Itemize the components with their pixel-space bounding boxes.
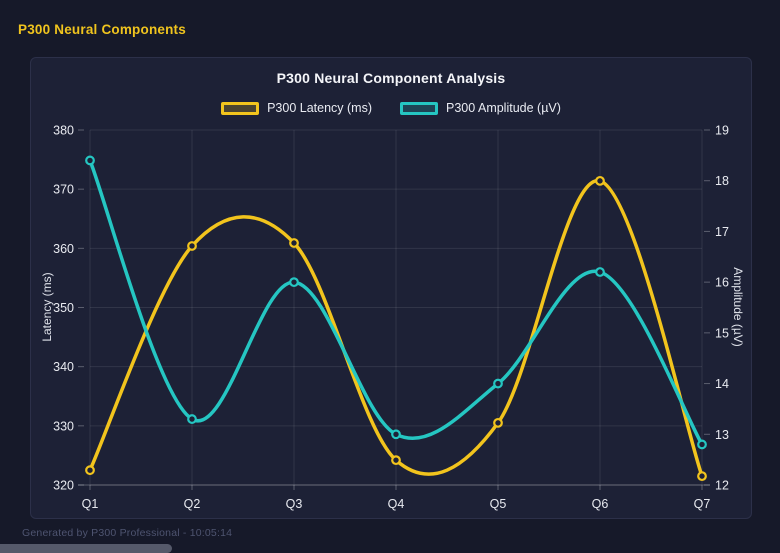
- right-axis-title: Amplitude (µV): [731, 267, 745, 347]
- data-point-Q4[interactable]: [391, 429, 401, 440]
- left-tick-label: 370: [53, 183, 74, 197]
- data-point-Q4[interactable]: [391, 455, 401, 466]
- chart-panel: [30, 57, 752, 519]
- data-point-Q3[interactable]: [289, 277, 299, 288]
- left-tick-label: 360: [53, 242, 74, 256]
- right-tick-label: 19: [715, 124, 729, 138]
- latency-legend-swatch-icon: [221, 101, 260, 115]
- right-tick-label: 14: [715, 377, 729, 391]
- right-tick-label: 18: [715, 174, 729, 188]
- right-tick-label: 16: [715, 276, 729, 290]
- right-tick-label: 13: [715, 428, 729, 442]
- right-tick-label: 15: [715, 326, 729, 340]
- data-point-Q6[interactable]: [595, 175, 605, 186]
- right-tick-label: 12: [715, 479, 729, 493]
- data-point-Q5[interactable]: [493, 417, 503, 428]
- x-tick-label: Q2: [184, 497, 201, 511]
- x-tick-label: Q4: [388, 497, 405, 511]
- data-point-Q1[interactable]: [85, 155, 95, 166]
- data-point-Q1[interactable]: [85, 465, 95, 476]
- legend-item-amplitude[interactable]: P300 Amplitude (µV): [400, 101, 561, 115]
- horizontal-scrollbar-thumb[interactable]: [0, 544, 172, 553]
- page-title: P300 Neural Components: [18, 22, 186, 37]
- left-tick-label: 350: [53, 301, 74, 315]
- chart-title: P300 Neural Component Analysis: [276, 70, 506, 86]
- left-tick-label: 320: [53, 479, 74, 493]
- x-tick-label: Q1: [82, 497, 99, 511]
- left-tick-label: 330: [53, 419, 74, 433]
- left-axis-title: Latency (ms): [40, 272, 54, 342]
- footer-generated-text: Generated by P300 Professional - 10:05:1…: [22, 527, 233, 539]
- data-point-Q6[interactable]: [595, 267, 605, 277]
- data-point-Q2[interactable]: [187, 241, 197, 251]
- data-point-Q7[interactable]: [697, 471, 707, 482]
- x-tick-label: Q7: [694, 497, 711, 511]
- amplitude-legend-swatch-icon: [400, 101, 438, 115]
- legend-label-amplitude: P300 Amplitude (µV): [446, 101, 561, 115]
- x-tick-label: Q5: [490, 497, 507, 511]
- x-tick-label: Q6: [592, 497, 609, 511]
- data-point-Q7[interactable]: [697, 439, 707, 450]
- left-tick-label: 340: [53, 360, 74, 374]
- legend-item-latency[interactable]: P300 Latency (ms): [221, 101, 372, 115]
- left-tick-label: 380: [53, 124, 74, 138]
- x-tick-label: Q3: [286, 497, 303, 511]
- data-point-Q2[interactable]: [187, 414, 197, 424]
- legend-label-latency: P300 Latency (ms): [267, 101, 372, 115]
- data-point-Q3[interactable]: [289, 238, 299, 248]
- chart-legend: P300 Latency (ms) P300 Amplitude (µV): [30, 101, 752, 115]
- right-tick-label: 17: [715, 225, 729, 239]
- data-point-Q5[interactable]: [493, 378, 503, 389]
